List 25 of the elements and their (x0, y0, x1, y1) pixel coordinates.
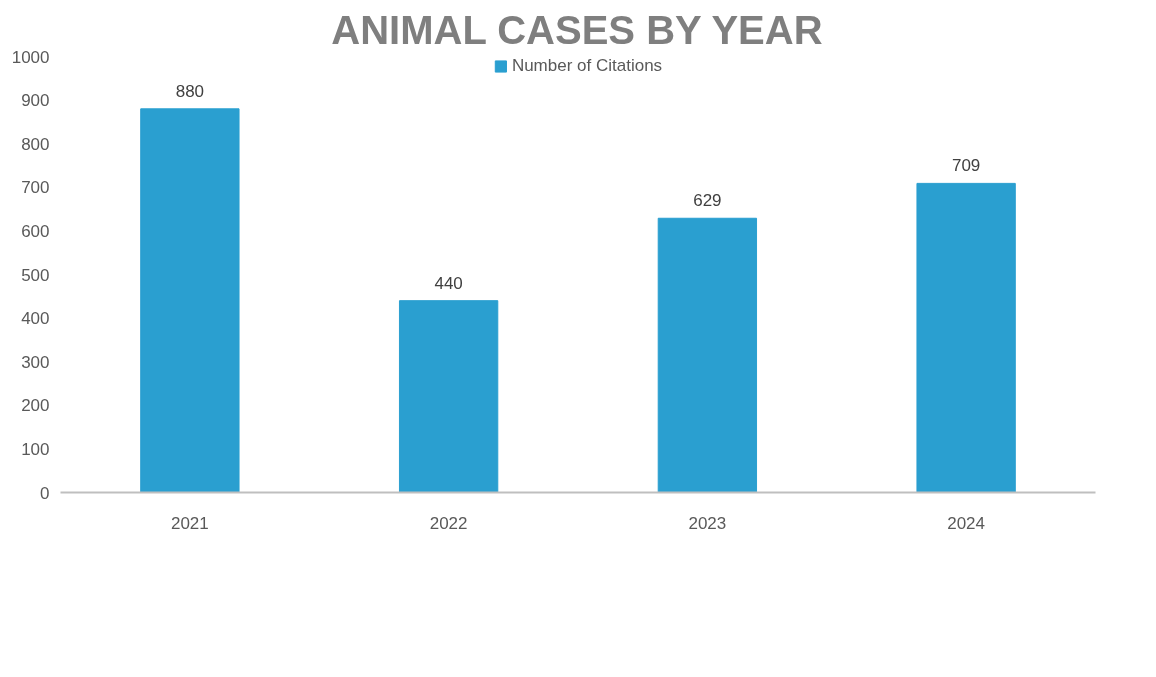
x-tick-label: 2022 (429, 513, 468, 533)
data-label: 880 (175, 81, 205, 101)
y-tick-label: 400 (21, 309, 50, 329)
data-label: 629 (693, 191, 722, 211)
y-tick-label: 700 (21, 178, 50, 198)
y-tick-label: 1000 (11, 47, 50, 67)
y-tick-label: 0 (40, 483, 50, 503)
y-tick-label: 200 (21, 396, 50, 416)
y-tick-label: 100 (21, 439, 50, 459)
bar (916, 182, 1016, 493)
x-tick-label: 2024 (947, 513, 986, 533)
x-tick-label: 2023 (688, 513, 727, 533)
y-tick-label: 800 (21, 134, 50, 154)
data-label: 709 (951, 156, 981, 176)
y-tick-label: 600 (21, 221, 50, 241)
bar (657, 217, 758, 493)
x-tick-label: 2021 (170, 513, 209, 533)
y-tick-label: 900 (21, 91, 50, 111)
y-tick-label: 500 (21, 265, 50, 285)
bar (398, 300, 499, 493)
legend-label: Number of Citations (511, 56, 663, 76)
bar (140, 108, 240, 493)
y-tick-label: 300 (21, 352, 50, 372)
chart-title: ANIMAL CASES BY YEAR (331, 7, 823, 52)
data-label: 440 (434, 273, 463, 293)
